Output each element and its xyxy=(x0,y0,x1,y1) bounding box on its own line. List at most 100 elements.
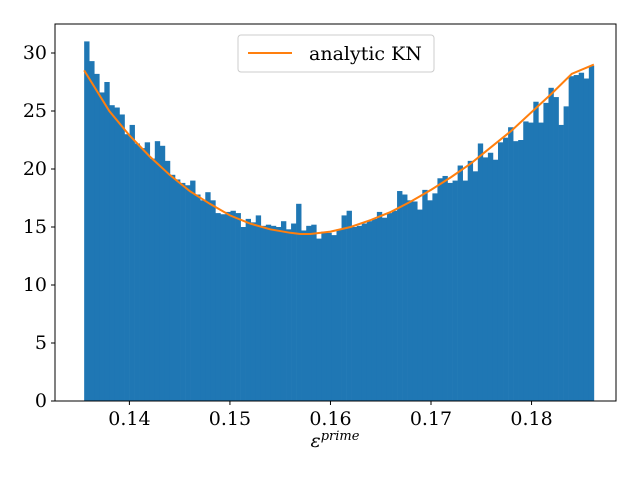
histogram-bar xyxy=(104,82,110,401)
histogram-bar xyxy=(432,193,438,401)
x-tick-label: 0.14 xyxy=(108,408,150,430)
histogram-bar xyxy=(215,213,221,401)
histogram-bar xyxy=(407,200,413,401)
y-tick-label: 0 xyxy=(35,390,47,412)
y-axis-ticks: 0 5 10 15 20 25 30 xyxy=(23,42,55,412)
histogram-bar xyxy=(180,182,186,401)
histogram-bar xyxy=(467,160,474,401)
histogram-bar xyxy=(568,76,574,401)
histogram-bar xyxy=(291,223,297,401)
histogram-bar xyxy=(477,143,484,402)
histogram-bar xyxy=(528,122,534,401)
histogram-bar xyxy=(376,211,383,401)
histogram-bar xyxy=(225,211,231,401)
histogram-bar xyxy=(366,221,373,401)
histogram-bar xyxy=(563,106,569,402)
histogram-bar xyxy=(326,232,332,401)
histogram-bar xyxy=(190,180,196,401)
histogram-bar xyxy=(240,227,246,401)
histogram-bar xyxy=(255,215,262,401)
x-tick-label: 0.15 xyxy=(209,408,251,430)
histogram-bar xyxy=(371,218,378,401)
histogram-bar xyxy=(351,227,357,401)
histogram-bar xyxy=(149,158,156,401)
histogram-bar xyxy=(139,148,146,401)
histogram-bar xyxy=(442,175,448,401)
histogram-bar xyxy=(361,223,368,401)
histogram-bar xyxy=(159,145,166,401)
histogram-bar xyxy=(452,180,458,401)
histogram-bar xyxy=(119,114,125,401)
histogram-bar xyxy=(472,171,479,401)
histogram-bar xyxy=(523,121,529,401)
histogram-bar xyxy=(386,213,393,401)
histogram-bar xyxy=(427,200,433,401)
histogram-bar xyxy=(84,41,90,402)
histogram-bar xyxy=(538,122,544,401)
histogram-bar xyxy=(129,124,135,402)
y-tick-label: 20 xyxy=(23,158,47,180)
histogram-bar xyxy=(134,143,140,402)
y-tick-label: 5 xyxy=(35,332,47,354)
y-tick-label: 10 xyxy=(23,274,47,296)
histogram-bar xyxy=(422,189,428,401)
histogram-bar xyxy=(437,178,443,401)
histogram-bar xyxy=(301,230,307,401)
x-tick-label: 0.18 xyxy=(510,408,552,430)
histogram-bar xyxy=(492,159,499,401)
histogram-bar xyxy=(210,200,216,401)
histogram-bar xyxy=(346,210,352,401)
histogram-bar xyxy=(402,194,408,401)
histogram-bar xyxy=(144,142,151,401)
histogram-bar xyxy=(220,214,226,401)
histogram-bar xyxy=(553,97,559,401)
histogram-bar xyxy=(250,222,257,401)
x-tick-label: 0.17 xyxy=(410,408,452,430)
histogram-bar xyxy=(462,180,469,401)
histogram-bar xyxy=(260,225,267,401)
histogram-bar xyxy=(175,179,181,401)
histogram-bar xyxy=(296,203,302,401)
histogram-bar xyxy=(513,141,519,401)
analytic-kn-line xyxy=(83,63,595,235)
histogram-bar xyxy=(583,78,590,402)
histogram-bar xyxy=(543,102,549,401)
plot-frame xyxy=(54,23,617,402)
histogram-bar xyxy=(331,235,337,401)
histogram-bar xyxy=(447,182,453,401)
histogram-bar xyxy=(195,194,201,401)
histogram-bar xyxy=(265,224,272,401)
legend-label: analytic KN xyxy=(309,43,422,65)
legend-box xyxy=(237,34,435,73)
histogram-bar xyxy=(578,72,585,401)
histogram-bar xyxy=(356,225,363,401)
y-tick-label: 30 xyxy=(23,42,47,64)
histogram-bar xyxy=(518,140,524,401)
y-tick-label: 25 xyxy=(23,100,47,122)
histogram-bar xyxy=(286,229,292,401)
histogram-bar xyxy=(169,174,176,401)
histogram-bar xyxy=(200,200,206,401)
histogram-bar xyxy=(235,213,241,401)
histogram-bar xyxy=(306,225,312,401)
histogram-bar xyxy=(154,141,161,401)
x-axis-label-base: ε xyxy=(311,430,321,452)
histogram-bar xyxy=(164,160,171,401)
histogram-bar xyxy=(533,101,539,401)
histogram-bar xyxy=(245,218,251,401)
histogram-bar xyxy=(341,215,347,401)
histogram-bars xyxy=(84,41,595,402)
histogram-bar xyxy=(205,192,211,401)
histogram-bar xyxy=(497,142,504,401)
histogram-bar xyxy=(457,165,463,401)
histogram-bar xyxy=(321,231,327,401)
histogram-bar xyxy=(336,229,342,401)
y-tick-label: 15 xyxy=(23,216,47,238)
histogram-bar xyxy=(270,225,277,401)
histogram-bar xyxy=(397,191,403,401)
histogram-bar xyxy=(392,210,398,401)
x-axis-label: εprime xyxy=(311,429,360,452)
histogram-bar xyxy=(124,134,130,401)
histogram-bar xyxy=(487,152,494,401)
x-axis-label-sup: prime xyxy=(321,429,360,444)
